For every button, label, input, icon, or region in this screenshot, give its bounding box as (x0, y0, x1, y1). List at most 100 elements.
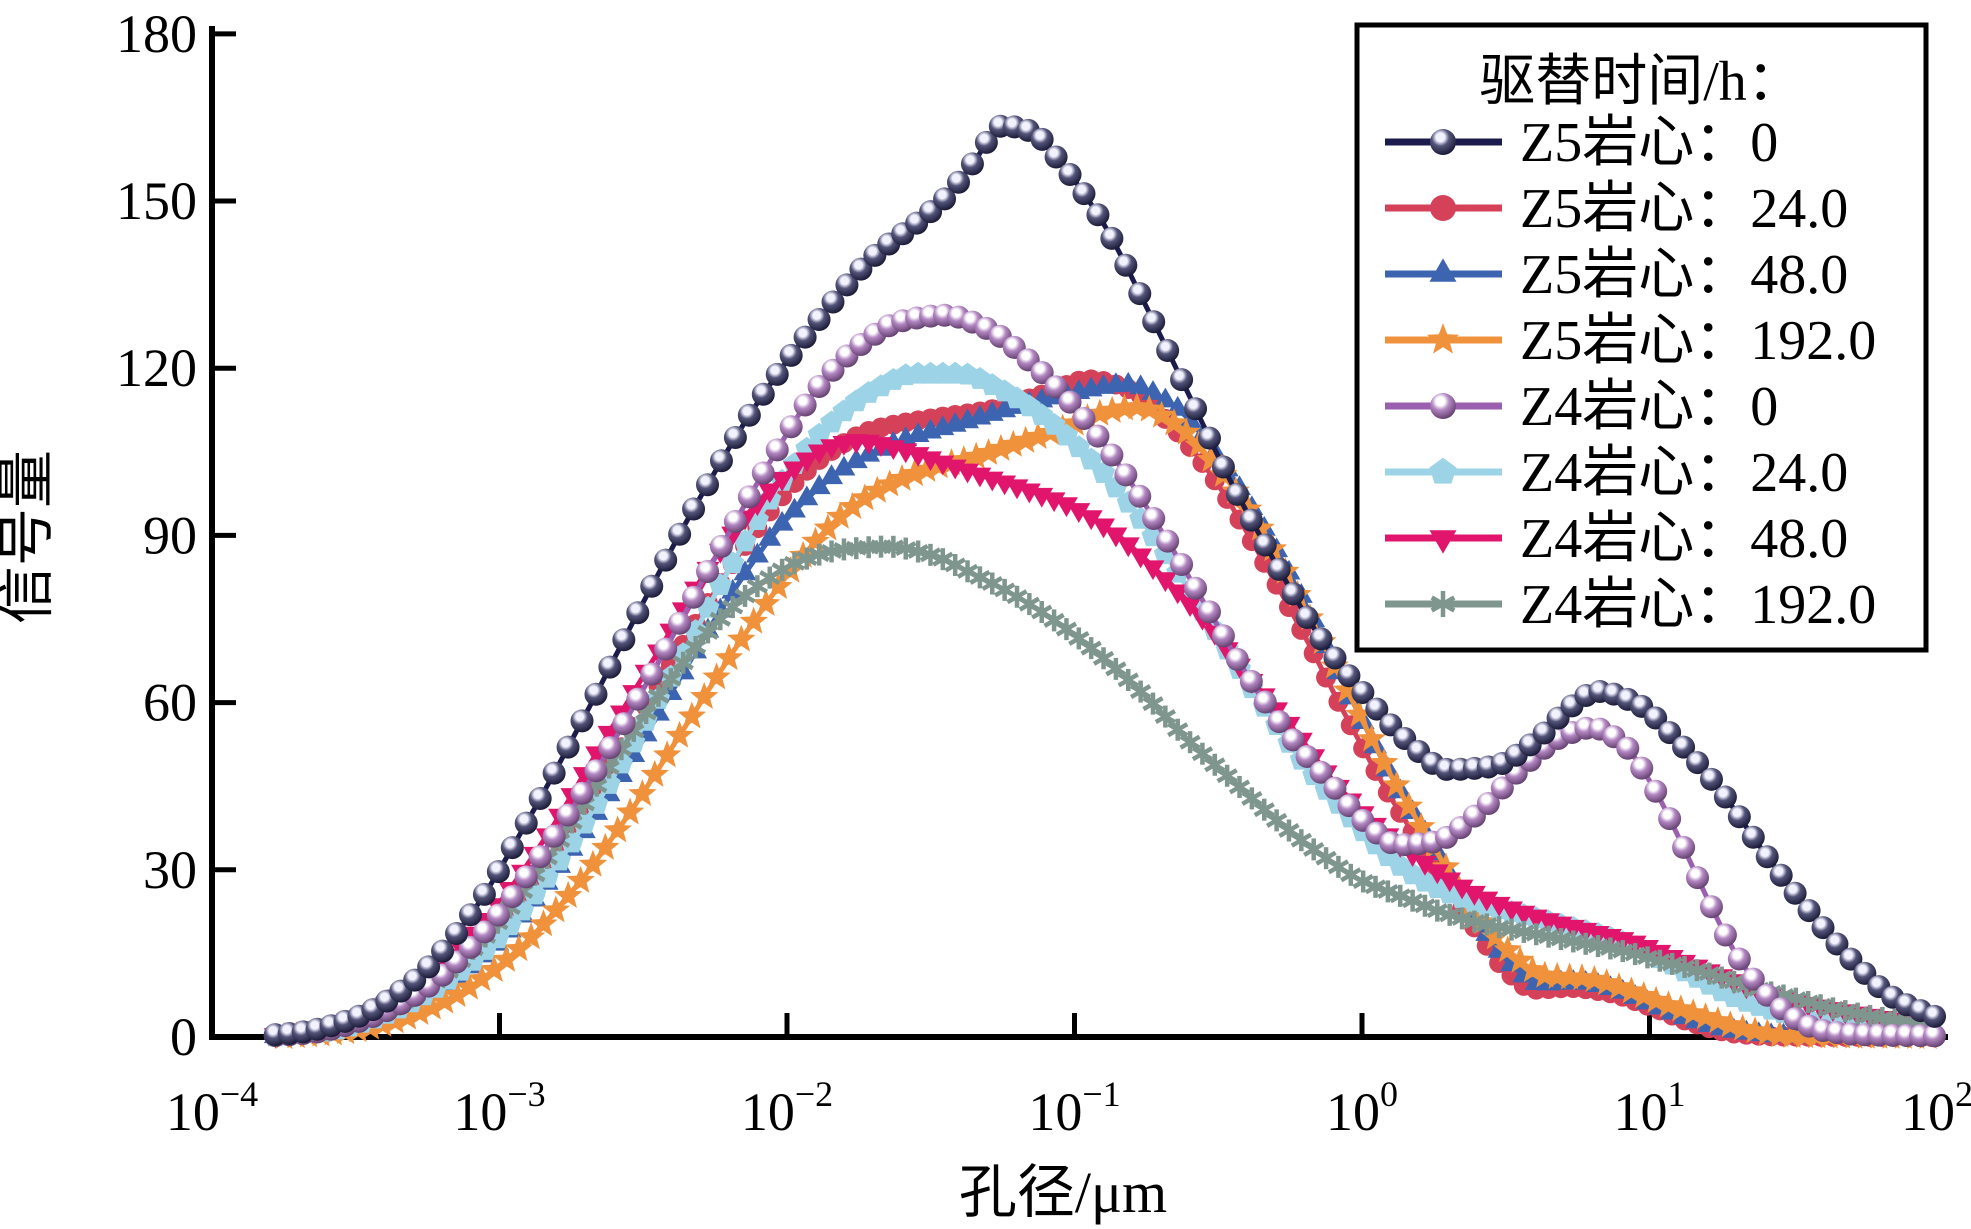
triangle-up-marker (783, 497, 806, 518)
x-axis-title: 孔径/μm (959, 1160, 1167, 1225)
star-marker (1110, 393, 1139, 421)
ball-marker (709, 449, 733, 473)
ball-marker (1114, 253, 1138, 277)
legend-entry-Z4-core-192h: Z4岩心：192.0 (1385, 574, 1876, 636)
ball-marker (1699, 895, 1723, 919)
ball-marker (779, 343, 803, 367)
ball-marker (570, 709, 594, 733)
ball-marker (514, 865, 538, 889)
star-marker (1246, 513, 1275, 541)
asterisk-marker (1649, 953, 1671, 969)
ball-marker (1672, 835, 1696, 859)
triangle-down-marker (758, 483, 782, 504)
legend: 驱替时间/h：Z5岩心：0Z5岩心：24.0Z5岩心：48.0Z5岩心：192.… (1354, 22, 1929, 653)
triangle-down-marker (1079, 510, 1103, 531)
star-marker (1135, 394, 1164, 422)
ball-marker (1142, 310, 1166, 334)
asterisk-marker (1352, 874, 1374, 889)
ball-marker (1044, 375, 1068, 399)
y-tick-label: 150 (116, 171, 197, 231)
asterisk-marker (993, 582, 1016, 598)
ball-marker (514, 811, 538, 835)
ball-marker (1225, 482, 1249, 506)
asterisk-marker (1822, 1000, 1844, 1016)
star-marker (492, 944, 521, 972)
triangle-down-marker (1042, 492, 1066, 513)
triangle-up-marker (1429, 258, 1457, 282)
ball-marker (668, 611, 692, 635)
x-tick-label: 102 (1901, 1074, 1971, 1142)
ball-marker (542, 761, 566, 785)
triangle-down-marker (1153, 572, 1177, 593)
asterisk-marker (1797, 994, 1819, 1010)
legend-entry-Z5-core-24h: Z5岩心：24.0 (1385, 178, 1848, 240)
x-tick-label: 100 (1326, 1074, 1398, 1142)
asterisk-marker (1809, 997, 1832, 1013)
asterisk-marker (684, 639, 707, 655)
ball-marker (709, 534, 733, 558)
ball-marker (682, 585, 706, 609)
star-marker (949, 445, 979, 473)
ball-marker (1337, 664, 1361, 688)
star-marker (479, 954, 509, 982)
star-marker (541, 895, 571, 923)
ball-marker (1616, 736, 1640, 760)
asterisk-marker (1068, 630, 1090, 646)
asterisk-marker (1661, 956, 1683, 972)
star-marker (1530, 960, 1560, 988)
triangle-down-marker (1116, 537, 1140, 558)
triangle-down-marker (1092, 518, 1115, 539)
star-marker (1666, 994, 1696, 1022)
star-marker (393, 1002, 422, 1030)
triangle-down-marker (1450, 879, 1474, 900)
ball-marker (1713, 785, 1737, 809)
ball-marker (1072, 182, 1096, 206)
asterisk-marker (1290, 832, 1312, 848)
ball-marker (1156, 529, 1180, 553)
triangle-down-marker (1178, 597, 1202, 618)
star-marker (961, 441, 991, 469)
asterisk-marker (1723, 974, 1745, 990)
triangle-down-marker (795, 452, 819, 473)
y-tick-label: 180 (116, 4, 197, 64)
ball-marker (472, 882, 496, 906)
triangle-up-marker (733, 560, 757, 581)
star-marker (628, 778, 657, 807)
y-tick-label: 0 (170, 1007, 197, 1067)
ball-marker (1100, 226, 1124, 250)
legend-entry-Z4-core-24h: Z4岩心：24.0 (1385, 442, 1848, 504)
star-marker (1097, 395, 1127, 423)
asterisk-marker (1327, 859, 1350, 875)
asterisk-marker (1303, 841, 1325, 857)
ball-marker (1699, 767, 1723, 791)
ball-marker (445, 921, 469, 945)
ball-marker (737, 403, 761, 427)
ball-marker (751, 461, 775, 485)
ball-marker (486, 903, 510, 927)
ball-marker (556, 803, 580, 827)
ball-marker (612, 712, 636, 736)
triangle-up-marker (795, 485, 819, 506)
triangle-up-marker (1153, 387, 1177, 408)
y-tick-label: 60 (143, 673, 197, 733)
ball-marker (751, 382, 775, 406)
asterisk-marker (1167, 722, 1189, 738)
ball-marker (528, 845, 552, 869)
triangle-down-marker (1166, 584, 1190, 605)
asterisk-marker (672, 655, 694, 671)
ball-marker (793, 393, 817, 417)
ball-marker (835, 273, 859, 297)
y-tick-label: 120 (116, 338, 197, 398)
legend-label: Z5岩心：48.0 (1520, 244, 1848, 306)
asterisk-marker (1401, 893, 1424, 909)
star-marker (516, 922, 546, 950)
ball-marker (793, 325, 817, 349)
legend-label: Z4岩心：24.0 (1520, 442, 1848, 504)
ball-marker (1114, 463, 1138, 487)
triangle-up-marker (1141, 380, 1165, 400)
asterisk-marker (1105, 661, 1127, 677)
ball-marker (1128, 484, 1152, 508)
ball-marker (696, 473, 720, 497)
ball-marker (1713, 923, 1737, 947)
